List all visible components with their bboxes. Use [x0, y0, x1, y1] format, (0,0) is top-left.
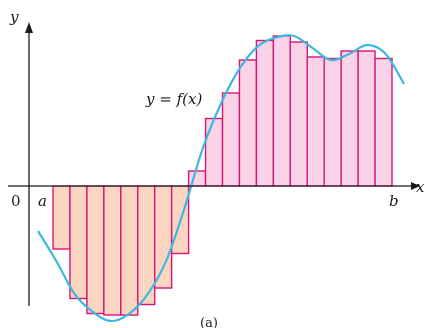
x-axis-label: x	[416, 178, 425, 196]
figure-caption: (a)	[200, 316, 218, 328]
riemann-rect-above	[204, 117, 224, 187]
riemann-rectangles	[52, 35, 393, 316]
riemann-rect-above	[272, 35, 292, 187]
function-curve	[37, 34, 405, 323]
riemann-rect-below	[103, 185, 122, 316]
riemann-rect-above	[221, 92, 241, 187]
riemann-rect-above	[289, 41, 308, 187]
y-axis-arrow-icon	[25, 22, 33, 33]
function-label: y = f(x)	[145, 90, 202, 108]
riemann-rect-below	[120, 185, 139, 316]
y-axis-label: y	[9, 8, 19, 26]
riemann-rect-above	[323, 57, 342, 187]
riemann-rect-below	[153, 185, 173, 289]
b-label: b	[389, 192, 399, 210]
riemann-rect-above	[340, 50, 359, 187]
riemann-rect-above	[255, 39, 275, 187]
riemann-rect-above	[374, 57, 393, 187]
riemann-rect-below	[69, 185, 88, 300]
riemann-rect-below	[52, 185, 71, 250]
riemann-rect-above	[306, 56, 325, 187]
a-label: a	[38, 192, 47, 210]
riemann-rect-above	[238, 59, 258, 187]
riemann-rect-above	[357, 50, 376, 187]
riemann-rect-below	[86, 185, 105, 315]
x-axis-arrow-icon	[411, 182, 420, 190]
origin-label: 0	[11, 192, 21, 210]
